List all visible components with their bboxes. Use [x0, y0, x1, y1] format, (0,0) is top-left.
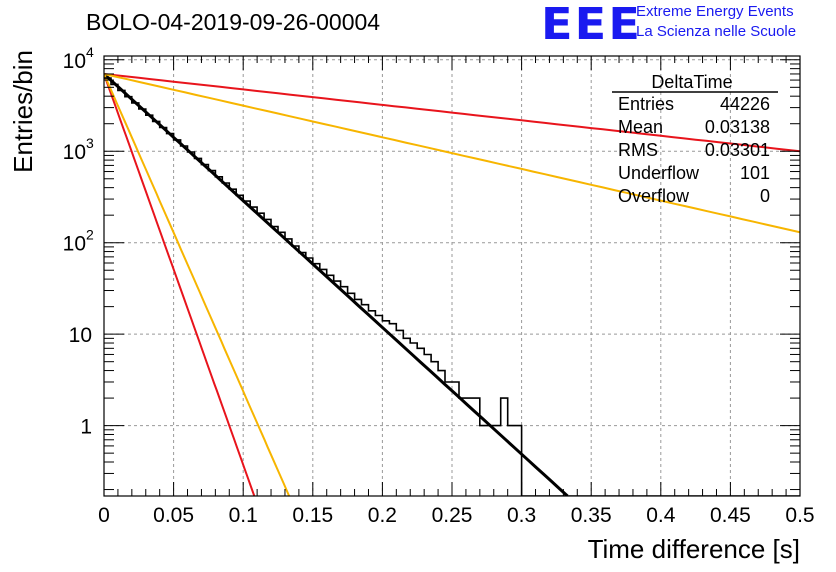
y-tick-label: 10: [63, 50, 86, 73]
x-tick-label: 0.3: [507, 504, 536, 527]
stats-row-value: 0.03301: [705, 140, 770, 160]
y-tick-exponent: 4: [86, 44, 94, 60]
x-tick-label: 0.4: [646, 504, 676, 527]
stats-row-value: 101: [740, 163, 770, 183]
x-tick-label: 0.45: [710, 504, 751, 527]
fit-curve-1: [104, 73, 800, 153]
stats-row-label: Mean: [618, 117, 663, 137]
y-tick-exponent: 2: [86, 227, 94, 243]
plot-frame: [103, 55, 801, 497]
y-tick-label: 1: [80, 416, 92, 439]
y-tick-label: 10: [69, 324, 92, 347]
stats-box-title: DeltaTime: [651, 72, 732, 92]
histogram: [104, 77, 800, 496]
logo-tagline-1: Extreme Energy Events: [636, 3, 794, 20]
y-tick-label: 10: [63, 233, 86, 256]
axes: 0 0.05 0.1 0.15 0.2 0.25 0.3 0.35 0.4 0.45 0.510 41…: [63, 44, 815, 527]
stats-row-value: 0: [760, 186, 770, 206]
logo-tagline-2: La Scienza nelle Scuole: [636, 23, 797, 40]
eee-logo: EEE: [541, 0, 642, 50]
y-tick-label: 10: [63, 141, 86, 164]
x-tick-label: 0.25: [432, 504, 473, 527]
x-tick-label: 0.35: [571, 504, 612, 527]
fit-curve-3: [104, 73, 256, 496]
stats-row-label: Underflow: [618, 163, 700, 183]
x-tick-label: 0.05: [153, 504, 194, 527]
y-tick-exponent: 3: [86, 135, 94, 151]
x-tick-label: 0: [98, 504, 110, 527]
y-axis-label: Entries/bin: [8, 50, 38, 173]
fit-curve-2: [104, 73, 800, 234]
x-tick-label: 0.2: [368, 504, 397, 527]
stats-row-label: RMS: [618, 140, 658, 160]
x-tick-label: 0.1: [229, 504, 258, 527]
x-tick-label: 0.5: [785, 504, 814, 527]
stats-row-label: Overflow: [618, 186, 690, 206]
x-tick-label: 0.15: [292, 504, 333, 527]
stats-row-value: 0.03138: [705, 117, 770, 137]
chart-title: BOLO-04-2019-09-26-00004: [86, 9, 381, 35]
fit-curve-4: [104, 73, 291, 496]
stats-row-label: Entries: [618, 94, 674, 114]
stats-row-value: 44226: [720, 94, 770, 114]
x-axis-label: Time difference [s]: [588, 534, 800, 564]
